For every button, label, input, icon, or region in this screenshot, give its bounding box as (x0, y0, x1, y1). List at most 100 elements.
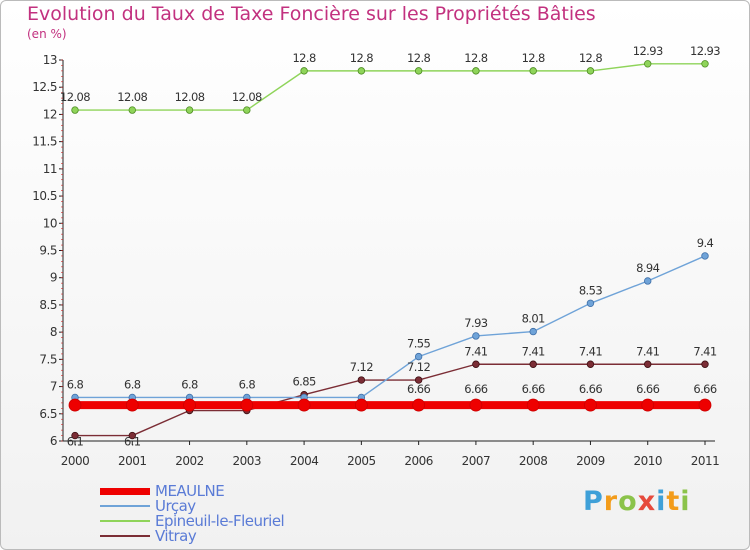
data-label: 8.94 (636, 261, 659, 275)
logo-letter: i (680, 486, 691, 517)
legend-label: MEAULNE (155, 482, 225, 500)
data-point (297, 398, 311, 412)
data-point (71, 431, 79, 440)
data-label: 12.08 (232, 90, 262, 104)
data-point (472, 332, 480, 340)
x-tick-label: 2005 (347, 454, 376, 468)
data-point (412, 398, 426, 412)
data-point (698, 398, 712, 412)
x-tick-label: 2002 (175, 454, 204, 468)
y-tick-label: 9 (50, 271, 57, 285)
data-point (414, 376, 423, 384)
proxiti-logo: Proxiti (583, 486, 691, 517)
data-label: 6.1 (67, 435, 84, 449)
series-line-2 (75, 63, 705, 111)
data-point (644, 60, 652, 68)
data-label: 12.93 (633, 44, 663, 58)
logo-letter: i (656, 486, 667, 517)
legend-label: Epineuil-le-Fleuriel (155, 512, 285, 530)
y-axis-unit: (en %) (27, 27, 67, 41)
data-point (240, 398, 254, 412)
data-point (529, 360, 537, 368)
data-point (701, 252, 709, 260)
data-label: 12.08 (175, 90, 205, 104)
data-label: 6.66 (579, 382, 602, 396)
data-point (68, 398, 82, 412)
series-line-1 (75, 255, 706, 399)
data-label: 6.8 (124, 377, 141, 391)
data-point (128, 431, 136, 440)
data-label: 7.41 (464, 344, 487, 358)
data-point (701, 60, 709, 68)
legend-swatch-vitray (100, 535, 150, 537)
data-point (526, 398, 540, 412)
data-label: 12.08 (117, 90, 147, 104)
y-tick-label: 11.5 (32, 135, 57, 149)
data-label: 12.8 (579, 51, 602, 65)
data-point (472, 67, 480, 75)
data-label: 12.8 (292, 51, 315, 65)
data-label: 12.08 (60, 90, 90, 104)
data-label: 8.01 (522, 312, 545, 326)
x-tick-label: 2006 (404, 454, 433, 468)
x-tick-label: 2001 (118, 454, 147, 468)
data-label: 7.41 (636, 344, 659, 358)
data-label: 6.8 (67, 377, 84, 391)
logo-letter: x (637, 486, 657, 517)
x-tick-label: 2011 (691, 454, 720, 468)
data-label: 12.8 (350, 51, 373, 65)
data-label: 12.8 (464, 51, 487, 65)
data-point (701, 360, 709, 368)
x-tick-label: 2004 (290, 454, 319, 468)
legend-label: Urçay (155, 497, 196, 515)
x-tick-label: 2003 (233, 454, 262, 468)
data-point (183, 398, 196, 412)
data-label: 7.93 (464, 316, 487, 330)
data-label: 6.66 (407, 382, 430, 396)
data-point (71, 106, 79, 114)
y-tick-label: 11 (43, 162, 57, 176)
data-label: 7.41 (522, 344, 545, 358)
data-label: 7.41 (693, 344, 716, 358)
data-label: 7.12 (407, 360, 430, 374)
data-point (644, 360, 652, 368)
data-point (300, 67, 308, 75)
data-label: 6.66 (522, 382, 545, 396)
data-point (586, 299, 595, 307)
data-point (529, 327, 537, 336)
data-point (185, 106, 194, 114)
y-tick-label: 6.5 (39, 407, 57, 421)
y-tick-label: 12.5 (32, 80, 57, 94)
data-label: 12.8 (522, 51, 545, 65)
y-tick-label: 8 (50, 325, 57, 339)
data-point (357, 376, 366, 384)
data-label: 12.93 (690, 44, 720, 58)
data-point (125, 398, 139, 412)
y-tick-label: 7.5 (39, 352, 57, 366)
data-label: 6.66 (636, 382, 659, 396)
data-point (243, 106, 251, 114)
x-tick-label: 2009 (576, 454, 605, 468)
data-label: 6.66 (464, 382, 487, 396)
x-tick-label: 2010 (633, 454, 662, 468)
data-label: 6.66 (693, 382, 716, 396)
y-tick-label: 9.5 (39, 244, 57, 258)
data-label: 6.8 (239, 377, 256, 391)
y-tick-label: 13 (43, 53, 57, 67)
data-point (641, 398, 655, 412)
legend-label: Vitray (155, 527, 197, 545)
y-tick-label: 7 (50, 380, 57, 394)
data-label: 7.41 (579, 344, 602, 358)
data-label: 7.55 (407, 337, 430, 351)
data-point (644, 277, 652, 285)
data-point (357, 67, 366, 75)
chart-title: Evolution du Taux de Taxe Foncière sur l… (27, 3, 596, 25)
legend-swatch-meaulne (100, 488, 150, 495)
x-tick-label: 2000 (61, 454, 90, 468)
legend-swatch-urcay (100, 505, 150, 507)
data-label: 6.1 (124, 435, 141, 449)
data-point (529, 67, 537, 75)
data-point (414, 352, 423, 361)
